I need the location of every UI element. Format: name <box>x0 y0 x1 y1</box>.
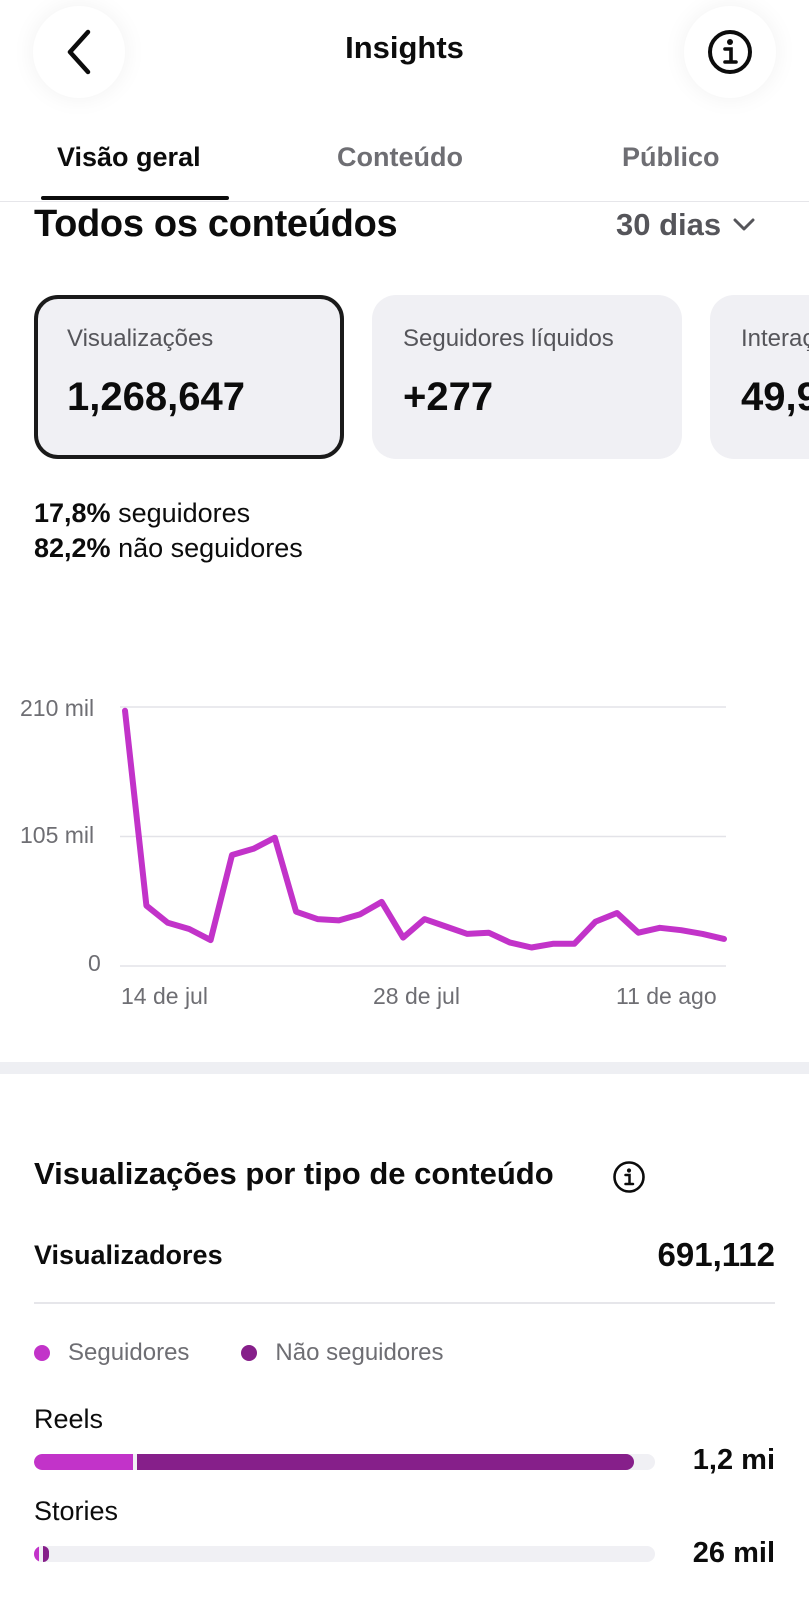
metric-value: 1,268,647 <box>67 375 245 419</box>
metric-card-views[interactable]: Visualizações 1,268,647 <box>34 295 344 459</box>
tab-audience[interactable]: Público <box>622 142 720 172</box>
metric-value: +277 <box>403 375 494 419</box>
info-icon[interactable] <box>612 1160 646 1194</box>
series-line <box>122 707 727 951</box>
metric-card-net-followers[interactable]: Seguidores líquidos +277 <box>372 295 682 459</box>
date-range-label: 30 dias <box>616 207 722 242</box>
chevron-left-icon <box>67 29 91 75</box>
x-tick-label: 14 de jul <box>121 983 208 1009</box>
metric-label: Interações <box>741 325 809 352</box>
page-title: Insights <box>345 30 464 65</box>
info-icon <box>708 30 752 74</box>
bar-segment-non-followers <box>42 1546 50 1562</box>
content-type-label-stories: Stories <box>34 1496 119 1526</box>
x-tick-label: 28 de jul <box>373 983 460 1009</box>
legend-dot <box>241 1345 258 1361</box>
legend-item-followers: Seguidores <box>34 1339 189 1367</box>
date-range-dropdown[interactable]: 30 dias <box>616 207 755 243</box>
non-followers-percent: 82,2% <box>34 533 111 563</box>
views-line-chart: 210 mil 105 mil 0 14 de jul 28 de jul 11… <box>0 680 809 1020</box>
chart-plot-area <box>120 706 727 967</box>
y-tick-label: 210 mil <box>20 695 95 721</box>
non-followers-label: não seguidores <box>118 533 303 563</box>
metric-label: Seguidores líquidos <box>403 325 614 352</box>
bar-segment-non-followers <box>137 1454 635 1470</box>
metric-card-interactions[interactable]: Interações 49,9 <box>710 295 809 459</box>
tab-content[interactable]: Conteúdo <box>337 142 463 172</box>
followers-percent: 17,8% <box>34 498 111 528</box>
header: Insights <box>0 0 809 110</box>
viewers-label: Visualizadores <box>34 1240 223 1270</box>
legend-item-non-followers: Não seguidores <box>241 1339 444 1367</box>
info-button[interactable] <box>684 6 776 98</box>
legend-dot <box>34 1345 50 1361</box>
breakdown-title: Visualizações por tipo de conteúdo <box>34 1156 554 1191</box>
metric-label: Visualizações <box>67 325 214 352</box>
bar-reels[interactable] <box>34 1454 655 1470</box>
followers-label: seguidores <box>118 498 251 528</box>
x-tick-label: 11 de ago <box>616 983 717 1009</box>
content-type-value-reels: 1,2 mi <box>692 1444 775 1476</box>
active-tab-indicator <box>41 196 229 200</box>
tab-overview[interactable]: Visão geral <box>57 142 201 172</box>
y-tick-label: 105 mil <box>20 822 95 848</box>
tab-bar: Visão geral Conteúdo Público <box>0 130 809 202</box>
legend-label: Não seguidores <box>275 1339 444 1366</box>
content-type-value-stories: 26 mil <box>692 1537 775 1569</box>
legend-label: Seguidores <box>68 1339 190 1366</box>
followers-line: 17,8% seguidores <box>34 496 303 531</box>
divider <box>34 1302 775 1304</box>
viewers-value: 691,112 <box>657 1236 775 1273</box>
non-followers-line: 82,2% não seguidores <box>34 531 303 566</box>
breakdown-legend: Seguidores Não seguidores <box>34 1339 496 1367</box>
chevron-down-icon <box>733 218 755 231</box>
metric-cards: Visualizações 1,268,647 Seguidores líqui… <box>0 295 809 461</box>
y-tick-label: 0 <box>88 950 101 976</box>
metric-value: 49,9 <box>741 375 809 419</box>
section-title: Todos os conteúdos <box>34 203 398 245</box>
follower-split: 17,8% seguidores 82,2% não seguidores <box>34 496 303 566</box>
section-divider <box>0 1062 809 1074</box>
bar-stories[interactable] <box>34 1546 655 1562</box>
bar-segment-followers <box>34 1546 39 1562</box>
bar-segment-followers <box>34 1454 134 1470</box>
content-type-label-reels: Reels <box>34 1404 104 1434</box>
back-button[interactable] <box>33 6 125 98</box>
